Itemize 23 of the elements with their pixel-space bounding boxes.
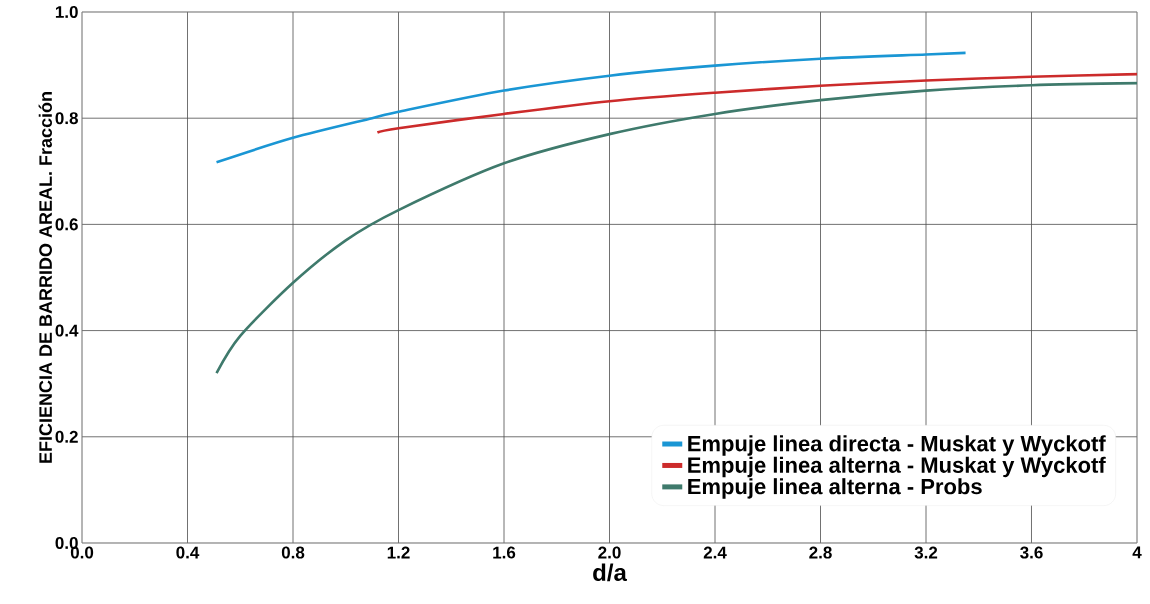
x-tick-label: 2.4 (703, 546, 727, 559)
y-tick-label: 1.0 (55, 5, 78, 19)
x-tick-label: 0.8 (281, 546, 305, 559)
line-series (215, 81, 1137, 375)
x-tick-label: 4 (1132, 546, 1142, 559)
x-axis-title: d/a (593, 563, 628, 582)
y-axis-title: EFICIENCIA DE BARRIDO AREAL. Fracción (38, 92, 52, 463)
x-tick-label: 2.8 (809, 546, 832, 559)
x-tick-label: 1.2 (387, 546, 410, 559)
y-tick-label: 0.8 (55, 112, 78, 125)
legend-label: Empuje linea alterna - Muskat y Wyckotf (688, 456, 1106, 478)
x-tick-label: 3.6 (1020, 546, 1043, 559)
x-tick-label: 1.6 (493, 546, 516, 559)
y-tick-label: 0.6 (55, 218, 78, 231)
legend-label: Empuje linea directa - Muskat y Wyckotf (688, 435, 1106, 456)
y-tick-label: 0.2 (55, 430, 78, 443)
line-series (215, 51, 967, 164)
x-tick-label: 0.4 (176, 546, 200, 559)
y-tick-label: 0.4 (55, 324, 79, 337)
line-series (376, 72, 1137, 134)
legend-label: Empuje linea alterna - Probs (688, 478, 982, 499)
x-tick-label: 2.0 (598, 546, 621, 559)
x-tick-label: 3.2 (914, 546, 938, 559)
